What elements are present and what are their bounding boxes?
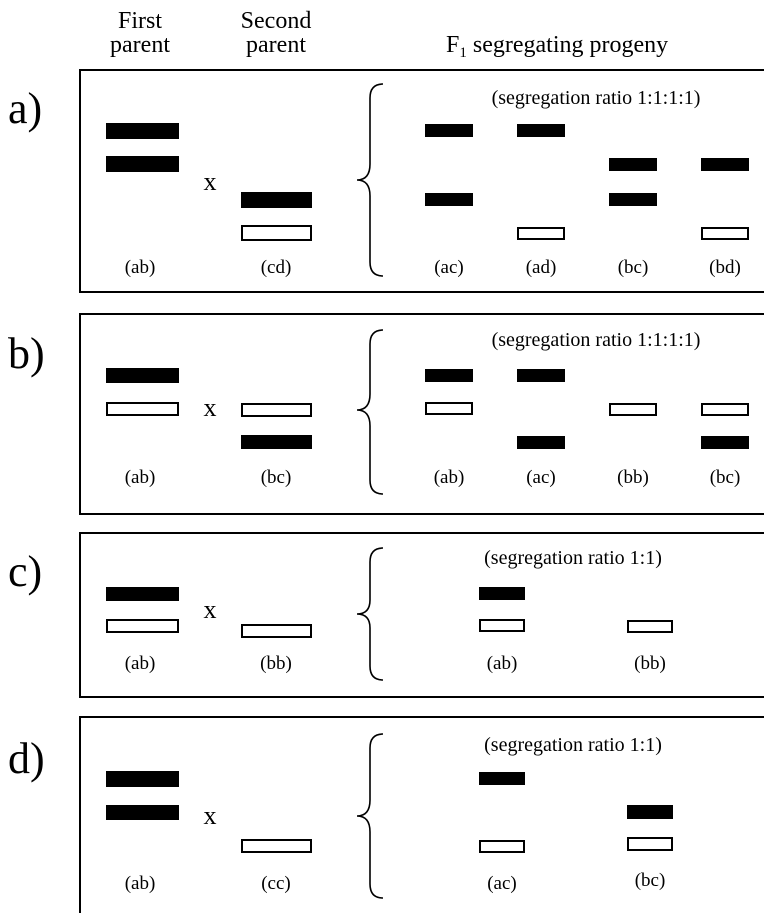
panel-a-progeny3-band-c <box>609 193 657 206</box>
panel-a-progeny4-band-b <box>701 158 749 171</box>
progeny-header-rest: segregating progeny <box>467 32 668 58</box>
panel-c-progeny1-band-a <box>479 587 525 600</box>
panel-a-progeny1-band-a <box>425 124 473 137</box>
panel-a-progeny4-band-d <box>701 227 749 240</box>
panel-b-second-parent-band-c <box>241 435 312 449</box>
panel-b-first-parent-band-b <box>106 402 179 416</box>
panel-b-progeny2-band-c <box>517 436 565 449</box>
panel-a-first-parent-band-b <box>106 156 179 172</box>
panel-b-first-parent-caption: (ab) <box>125 467 156 488</box>
panel-c-progeny1-band-b <box>479 619 525 632</box>
panel-a-second-parent-band-d <box>241 225 312 241</box>
panel-c-cross: x <box>204 595 217 624</box>
panel-c-frame <box>79 532 764 698</box>
panel-c-label: c) <box>8 547 42 596</box>
panel-a-ratio: (segregation ratio 1:1:1:1) <box>492 87 701 109</box>
panel-c-first-parent-caption: (ab) <box>125 653 156 674</box>
panel-a-progeny4-caption: (bd) <box>709 257 741 278</box>
panel-d-first-parent-band-a <box>106 771 179 787</box>
panel-b-progeny1-caption: (ab) <box>434 467 465 488</box>
panel-c-ratio: (segregation ratio 1:1) <box>484 547 662 569</box>
panel-c: c) x (ab) (bb) (segregation ratio 1:1) (… <box>8 532 764 698</box>
panel-b: b) x (ab) (bc) (segregation ratio 1:1:1:… <box>8 313 764 515</box>
progeny-header: F1 segregating progeny <box>446 32 668 61</box>
panel-d-progeny1-caption: (ac) <box>487 873 517 894</box>
panel-c-brace <box>356 547 384 681</box>
panel-c-progeny2-band-b <box>627 620 673 633</box>
panel-b-progeny4-band-c <box>701 436 749 449</box>
panel-d-second-parent-band-c <box>241 839 312 853</box>
panel-b-progeny1-band-b <box>425 402 473 415</box>
panel-c-progeny2-caption: (bb) <box>634 653 666 674</box>
panel-b-ratio: (segregation ratio 1:1:1:1) <box>492 329 701 351</box>
panel-a-progeny1-caption: (ac) <box>434 257 464 278</box>
panel-a-second-parent-caption: (cd) <box>261 257 292 278</box>
panel-c-first-parent-band-a <box>106 587 179 601</box>
panel-d-ratio: (segregation ratio 1:1) <box>484 734 662 756</box>
panel-a-brace <box>356 83 384 277</box>
panel-c-progeny1-caption: (ab) <box>487 653 518 674</box>
panel-b-label: b) <box>8 329 45 378</box>
panel-b-progeny3-band-b <box>609 403 657 416</box>
progeny-header-sub: 1 <box>459 45 467 61</box>
panel-a-progeny2-band-a <box>517 124 565 137</box>
panel-b-progeny2-caption: (ac) <box>526 467 556 488</box>
panel-d-brace <box>356 733 384 899</box>
panel-a-progeny2-caption: (ad) <box>526 257 557 278</box>
progeny-header-f: F <box>446 32 459 58</box>
first-parent-header-line2: parent <box>110 32 170 58</box>
panel-a-label: a) <box>8 84 42 133</box>
panel-c-second-parent-caption: (bb) <box>260 653 292 674</box>
panel-a-frame <box>79 69 764 293</box>
panel-c-second-parent-band-b <box>241 624 312 638</box>
panel-d-progeny1-band-a <box>479 772 525 785</box>
panel-a-first-parent-band-a <box>106 123 179 139</box>
panel-d-first-parent-caption: (ab) <box>125 873 156 894</box>
panel-d-first-parent-band-b <box>106 805 179 820</box>
panel-a-second-parent-band-c <box>241 192 312 208</box>
panel-d-progeny1-band-c <box>479 840 525 853</box>
panel-b-progeny4-band-b <box>701 403 749 416</box>
panel-b-cross: x <box>204 393 217 422</box>
panel-b-progeny1-band-a <box>425 369 473 382</box>
panel-a-progeny1-band-c <box>425 193 473 206</box>
panel-d-progeny2-band-b <box>627 805 673 819</box>
panel-a-progeny2-band-d <box>517 227 565 240</box>
panel-d-cross: x <box>204 801 217 830</box>
panel-b-second-parent-band-b <box>241 403 312 417</box>
panel-d-progeny2-band-c <box>627 837 673 851</box>
panel-d: d) x (ab) (cc) (segregation ratio 1:1) (… <box>8 716 764 913</box>
panel-a-progeny3-band-b <box>609 158 657 171</box>
panel-b-brace <box>356 329 384 495</box>
panel-c-first-parent-band-b <box>106 619 179 633</box>
panel-a: a) x (ab) (cd) (segregation ratio 1:1:1:… <box>8 69 764 293</box>
panel-b-progeny2-band-a <box>517 369 565 382</box>
panel-d-frame <box>79 716 764 913</box>
panel-d-progeny2-caption: (bc) <box>635 870 666 891</box>
panel-b-second-parent-caption: (bc) <box>261 467 292 488</box>
panel-d-label: d) <box>8 734 45 783</box>
first-parent-header-line1: First <box>118 8 162 34</box>
panel-a-first-parent-caption: (ab) <box>125 257 156 278</box>
panel-b-frame <box>79 313 764 515</box>
panel-b-progeny4-caption: (bc) <box>710 467 741 488</box>
second-parent-header-line2: parent <box>246 32 306 58</box>
panel-b-progeny3-caption: (bb) <box>617 467 649 488</box>
panel-b-first-parent-band-a <box>106 368 179 383</box>
panel-d-second-parent-caption: (cc) <box>261 873 291 894</box>
second-parent-header-line1: Second <box>241 8 312 34</box>
panel-a-progeny3-caption: (bc) <box>618 257 649 278</box>
panel-a-cross: x <box>204 167 217 196</box>
